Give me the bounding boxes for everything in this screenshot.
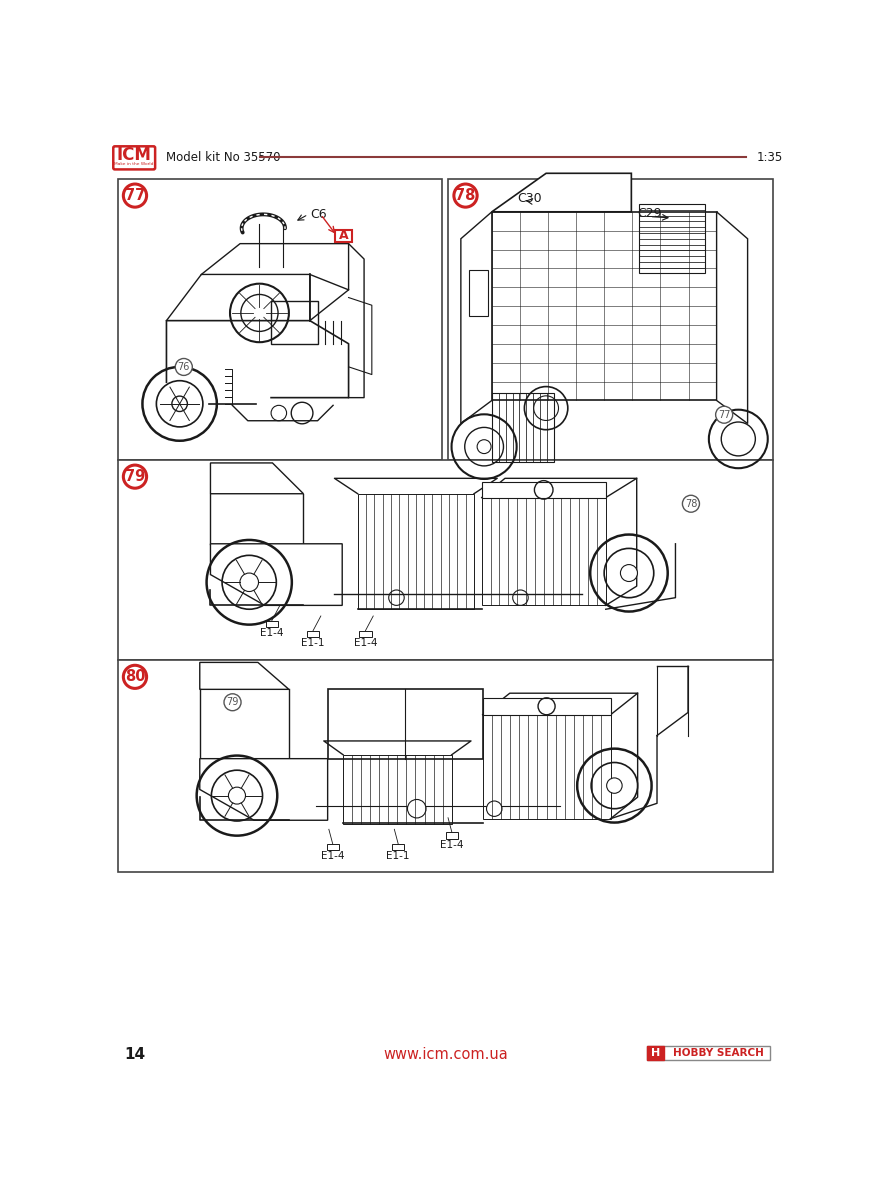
Bar (343, 755, 452, 824)
Circle shape (682, 496, 700, 512)
Text: A: A (339, 229, 348, 242)
Circle shape (408, 799, 426, 818)
Text: 76: 76 (177, 362, 190, 372)
Bar (446, 833, 458, 839)
Polygon shape (492, 211, 717, 401)
Bar (118, 179, 442, 460)
Polygon shape (717, 211, 747, 424)
Circle shape (607, 778, 622, 793)
Bar (118, 660, 773, 871)
Polygon shape (210, 544, 342, 605)
Bar (307, 631, 319, 637)
Text: C30: C30 (517, 192, 542, 205)
Text: www.icm.com.ua: www.icm.com.ua (383, 1048, 507, 1062)
Bar (481, 498, 606, 605)
Circle shape (224, 694, 241, 710)
Polygon shape (461, 211, 492, 424)
Circle shape (176, 359, 192, 376)
Text: Make in the World: Make in the World (115, 162, 154, 166)
Circle shape (229, 787, 245, 804)
Bar (448, 179, 773, 460)
Text: E1-4: E1-4 (354, 638, 377, 648)
Bar (647, 1046, 664, 1061)
Circle shape (620, 564, 638, 582)
Bar (392, 844, 404, 850)
Bar (468, 270, 488, 316)
Circle shape (454, 184, 477, 208)
Text: HOBBY SEARCH: HOBBY SEARCH (673, 1049, 764, 1058)
Bar (266, 620, 278, 626)
Circle shape (123, 665, 147, 689)
Text: Model kit No 35570: Model kit No 35570 (166, 150, 281, 163)
Bar (482, 715, 611, 818)
Text: H: H (651, 1049, 660, 1058)
Text: E1-1: E1-1 (387, 851, 410, 862)
Text: E1-4: E1-4 (321, 851, 344, 862)
Bar (647, 1046, 770, 1061)
Circle shape (123, 184, 147, 208)
Bar (359, 631, 372, 637)
Text: 79: 79 (226, 697, 239, 707)
Text: 79: 79 (125, 469, 145, 484)
Text: E1-1: E1-1 (302, 638, 325, 648)
FancyBboxPatch shape (113, 146, 156, 169)
Bar (492, 392, 554, 462)
Polygon shape (492, 173, 632, 211)
Text: 77: 77 (718, 409, 731, 420)
Bar (358, 493, 474, 610)
Text: C6: C6 (310, 208, 327, 221)
Circle shape (487, 802, 502, 816)
Bar (118, 460, 773, 660)
Bar (335, 229, 353, 242)
Text: 78: 78 (455, 188, 475, 203)
Text: 14: 14 (124, 1048, 145, 1062)
Circle shape (477, 439, 491, 454)
Bar (639, 204, 705, 274)
Circle shape (240, 574, 258, 592)
Circle shape (172, 396, 188, 412)
Bar (271, 301, 317, 343)
Text: 80: 80 (125, 670, 145, 684)
Text: E1-4: E1-4 (441, 840, 464, 850)
Polygon shape (210, 463, 303, 493)
Bar (482, 698, 611, 715)
Bar (327, 844, 339, 850)
Polygon shape (328, 689, 482, 758)
Text: E1-4: E1-4 (260, 628, 283, 638)
Text: 1:35: 1:35 (757, 150, 783, 163)
Text: C29: C29 (637, 208, 662, 221)
Circle shape (123, 466, 147, 488)
Polygon shape (200, 758, 328, 821)
Polygon shape (200, 662, 289, 689)
Bar (481, 482, 606, 498)
Text: ICM: ICM (116, 146, 151, 164)
Circle shape (716, 407, 733, 424)
Text: 77: 77 (125, 188, 145, 203)
Text: 78: 78 (685, 499, 697, 509)
